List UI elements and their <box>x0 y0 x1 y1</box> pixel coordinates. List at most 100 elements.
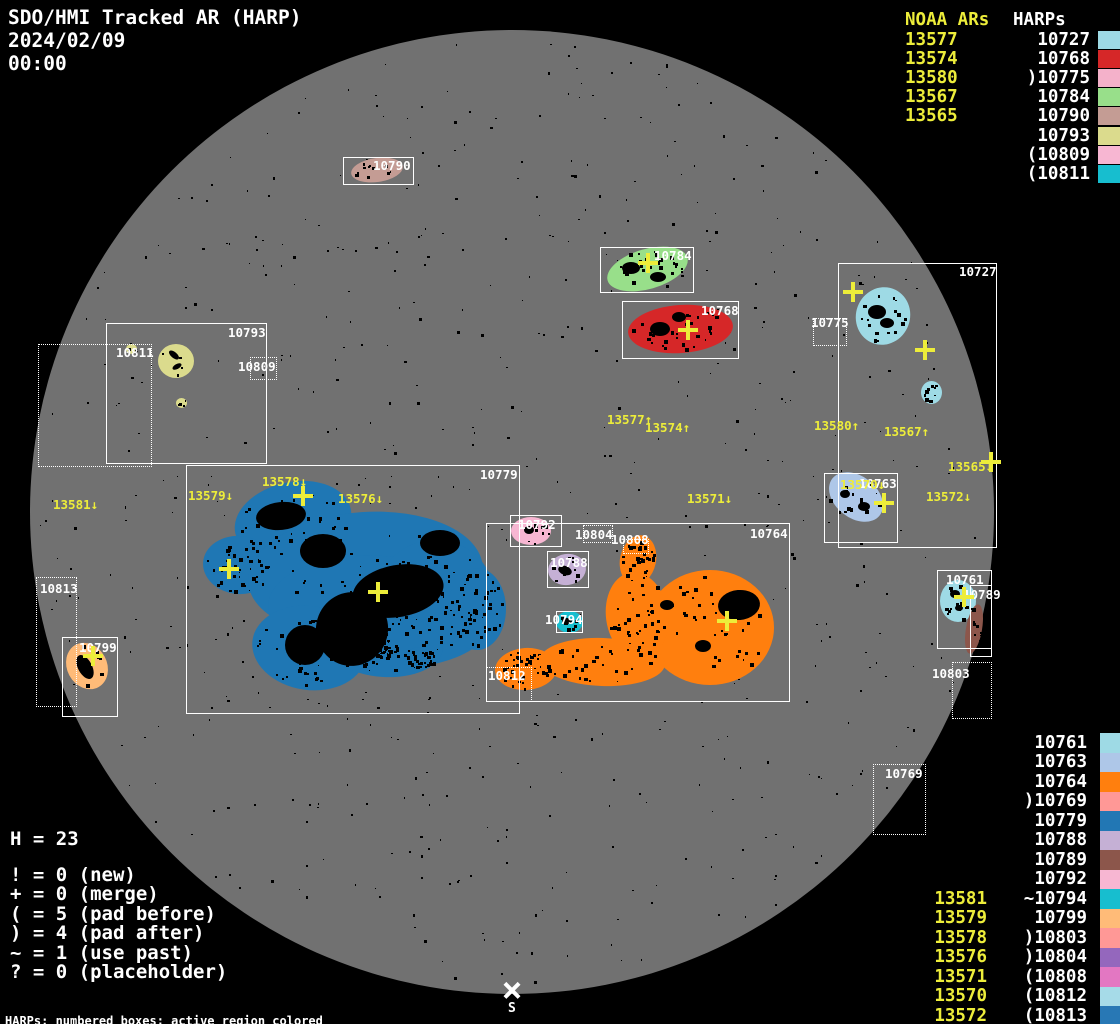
region-texture-dot <box>495 612 499 616</box>
magnetic-speckle <box>297 111 301 115</box>
magnetic-speckle <box>775 875 777 877</box>
region-texture-dot <box>460 587 464 591</box>
region-texture-dot <box>959 602 964 607</box>
magnetic-speckle <box>351 814 353 816</box>
region-texture-dot <box>534 524 539 529</box>
region-texture-dot <box>750 663 754 667</box>
region-texture-dot <box>411 650 416 655</box>
harp-box-10804 <box>583 525 613 543</box>
region-texture-dot <box>613 626 617 630</box>
region-texture-dot <box>653 643 655 646</box>
region-texture-dot <box>859 499 864 504</box>
magnetic-speckle <box>702 745 704 748</box>
region-texture-dot <box>962 618 967 623</box>
noaa-harp-row: 13579 10799 <box>897 908 1120 928</box>
region-texture-dot <box>727 606 730 609</box>
magnetic-speckle <box>246 190 249 192</box>
region-texture-dot <box>249 559 253 563</box>
magnetic-speckle <box>166 646 169 650</box>
magnetic-speckle <box>766 761 770 764</box>
region-texture-dot <box>242 585 245 588</box>
magnetic-speckle <box>124 506 127 508</box>
region-texture-dot <box>610 652 613 655</box>
magnetic-speckle <box>775 833 777 836</box>
magnetic-speckle <box>843 334 845 336</box>
region-texture-dot <box>459 634 463 638</box>
region-texture-dot <box>425 564 429 568</box>
magnetic-speckle <box>406 117 409 120</box>
magnetic-speckle <box>384 63 387 66</box>
region-texture-dot <box>545 672 549 675</box>
region-texture-dot <box>444 565 448 569</box>
magnetic-speckle <box>655 884 658 887</box>
magnetic-speckle <box>271 880 274 883</box>
magnetic-speckle <box>722 135 726 138</box>
magnetic-speckle <box>217 360 220 362</box>
region-texture-dot <box>225 560 229 563</box>
magnetic-speckle <box>389 502 391 505</box>
region-texture-dot <box>368 657 371 660</box>
region-texture-dot <box>588 679 592 683</box>
magnetic-speckle <box>339 174 342 177</box>
harp-color-swatch <box>1100 752 1120 772</box>
region-texture-dot <box>428 664 430 667</box>
magnetic-speckle <box>306 821 308 823</box>
region-texture-dot <box>238 571 241 574</box>
region-texture-dot <box>652 559 655 563</box>
region-texture-dot <box>461 615 463 618</box>
magnetic-speckle <box>135 494 137 497</box>
magnetic-speckle <box>595 349 598 353</box>
region-texture-dot <box>428 662 433 666</box>
magnetic-speckle <box>701 701 703 704</box>
region-texture-dot <box>710 332 713 335</box>
magnetic-speckle <box>135 618 137 621</box>
magnetic-speckle <box>568 55 570 57</box>
noaa-harp-row: 10792 <box>897 869 1120 889</box>
magnetic-speckle <box>598 195 602 198</box>
magnetic-speckle <box>229 874 231 876</box>
magnetic-speckle <box>409 136 412 139</box>
magnetic-speckle <box>439 675 441 678</box>
harp-box-10768 <box>622 301 739 359</box>
region-texture-dot <box>616 627 621 632</box>
magnetic-speckle <box>738 678 740 681</box>
magnetic-speckle <box>103 271 106 274</box>
region-texture-dot <box>758 614 762 618</box>
magnetic-speckle <box>818 776 820 778</box>
magnetic-speckle <box>497 840 499 842</box>
magnetic-speckle <box>413 301 415 303</box>
region-texture-dot <box>297 622 301 626</box>
region-texture-dot <box>464 630 469 635</box>
region-texture-dot <box>476 644 481 648</box>
harp-box-10812 <box>486 667 532 702</box>
noaa-ar-number: 13570 <box>934 986 987 1007</box>
region-texture-dot <box>447 579 451 583</box>
magnetic-speckle <box>421 106 423 108</box>
magnetic-speckle <box>744 524 746 526</box>
noaa-harp-row: 13581 ~10794 <box>897 889 1120 909</box>
magnetic-speckle <box>366 803 368 805</box>
harp-color-swatch <box>1098 88 1120 107</box>
magnetic-speckle <box>753 433 756 435</box>
region-texture-dot <box>703 575 707 580</box>
region-texture-dot <box>567 669 572 673</box>
region-texture-dot <box>317 664 320 667</box>
magnetic-speckle <box>281 354 283 357</box>
region-texture-dot <box>434 560 438 564</box>
region-texture-dot <box>280 553 283 556</box>
magnetic-speckle <box>873 276 876 278</box>
harp-label-10808: 10808 <box>611 532 649 547</box>
magnetic-speckle <box>892 459 895 462</box>
region-texture-dot <box>642 593 645 597</box>
region-texture-dot <box>865 509 870 514</box>
region-texture-dot <box>439 636 443 640</box>
region-texture-dot <box>252 576 256 581</box>
magnetic-speckle <box>633 461 635 464</box>
region-texture-dot <box>176 374 180 377</box>
magnetic-speckle <box>480 408 483 410</box>
region-texture-dot <box>306 635 309 638</box>
magnetic-speckle <box>869 666 871 669</box>
magnetic-speckle <box>369 724 372 726</box>
noaa-label-13577: 13577↑ <box>607 412 653 427</box>
magnetic-speckle <box>948 472 950 475</box>
